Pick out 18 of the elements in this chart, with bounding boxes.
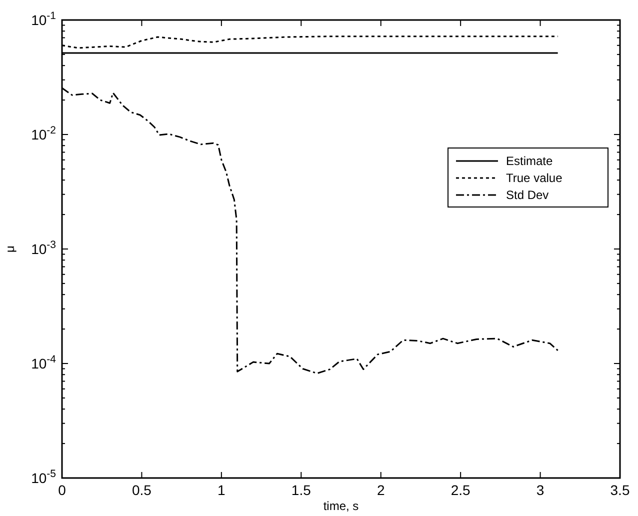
x-tick-label: 2 xyxy=(376,482,385,498)
x-tick-label: 2.5 xyxy=(450,482,471,498)
x-tick-label: 1 xyxy=(218,482,226,498)
x-tick-label: 0.5 xyxy=(132,482,152,498)
x-tick-label: 0 xyxy=(58,482,66,498)
y-tick-label: 10$^{-1}$ xyxy=(31,10,56,28)
x-tick-label: 3.5 xyxy=(610,482,630,498)
legend-label: True value xyxy=(506,171,563,185)
legend-label: Std Dev xyxy=(506,188,549,202)
y-tick-label: 10$^{-3}$ xyxy=(31,239,56,257)
x-tick-label: 3 xyxy=(536,482,544,498)
legend-label: Estimate xyxy=(506,154,554,168)
y-tick-label: 10$^{-5}$ xyxy=(31,468,56,486)
y-tick-label: 10$^{-2}$ xyxy=(31,124,56,142)
x-tick-label: 1.5 xyxy=(291,482,312,498)
x-axis-title: time, s xyxy=(323,499,359,513)
y-axis-title: μ xyxy=(3,245,17,252)
y-tick-label: 10$^{-4}$ xyxy=(31,354,56,372)
